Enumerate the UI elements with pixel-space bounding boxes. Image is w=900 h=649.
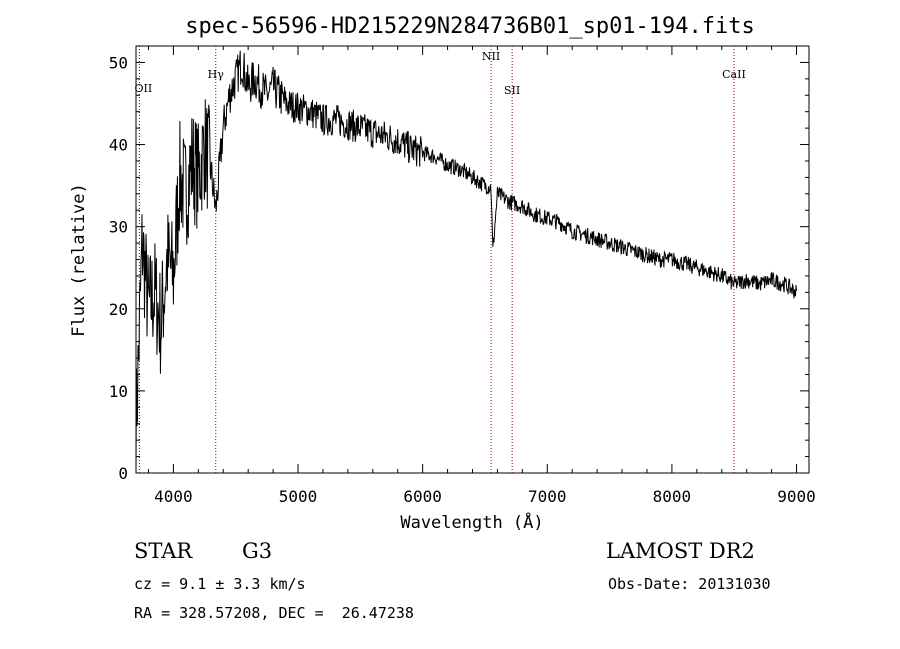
observation-date: Obs-Date: 20131030: [608, 575, 771, 593]
x-tick-label: 6000: [403, 487, 442, 506]
coordinates: RA = 328.57208, DEC = 26.47238: [134, 604, 414, 622]
y-tick-label: 30: [109, 218, 128, 237]
y-tick-label: 50: [109, 53, 128, 72]
spectrum-line: [135, 50, 797, 469]
y-tick-label: 10: [109, 382, 128, 401]
y-tick-label: 20: [109, 300, 128, 319]
x-tick-label: 4000: [154, 487, 193, 506]
spectral-line-label: Hγ: [208, 68, 225, 81]
x-tick-label: 5000: [279, 487, 318, 506]
y-tick-label: 0: [118, 464, 128, 483]
spectral-line-label: OII: [135, 82, 153, 95]
plot-frame: [135, 45, 810, 474]
object-class: STAR: [134, 539, 193, 563]
x-tick-label: 9000: [777, 487, 816, 506]
chart-title: spec-56596-HD215229N284736B01_sp01-194.f…: [185, 14, 755, 39]
survey-name: LAMOST DR2: [606, 539, 755, 563]
spectral-line-label: CaII: [722, 68, 746, 81]
spectral-line-label: NII: [482, 50, 500, 63]
y-tick-label: 40: [109, 136, 128, 155]
y-axis-label: Flux (relative): [69, 183, 89, 337]
spectral-line-label: SII: [504, 84, 520, 97]
redshift-cz: cz = 9.1 ± 3.3 km/s: [134, 575, 306, 593]
x-tick-label: 8000: [653, 487, 692, 506]
x-axis-label: Wavelength (Å): [400, 511, 543, 533]
object-subclass: G3: [242, 539, 273, 563]
x-tick-label: 7000: [528, 487, 567, 506]
